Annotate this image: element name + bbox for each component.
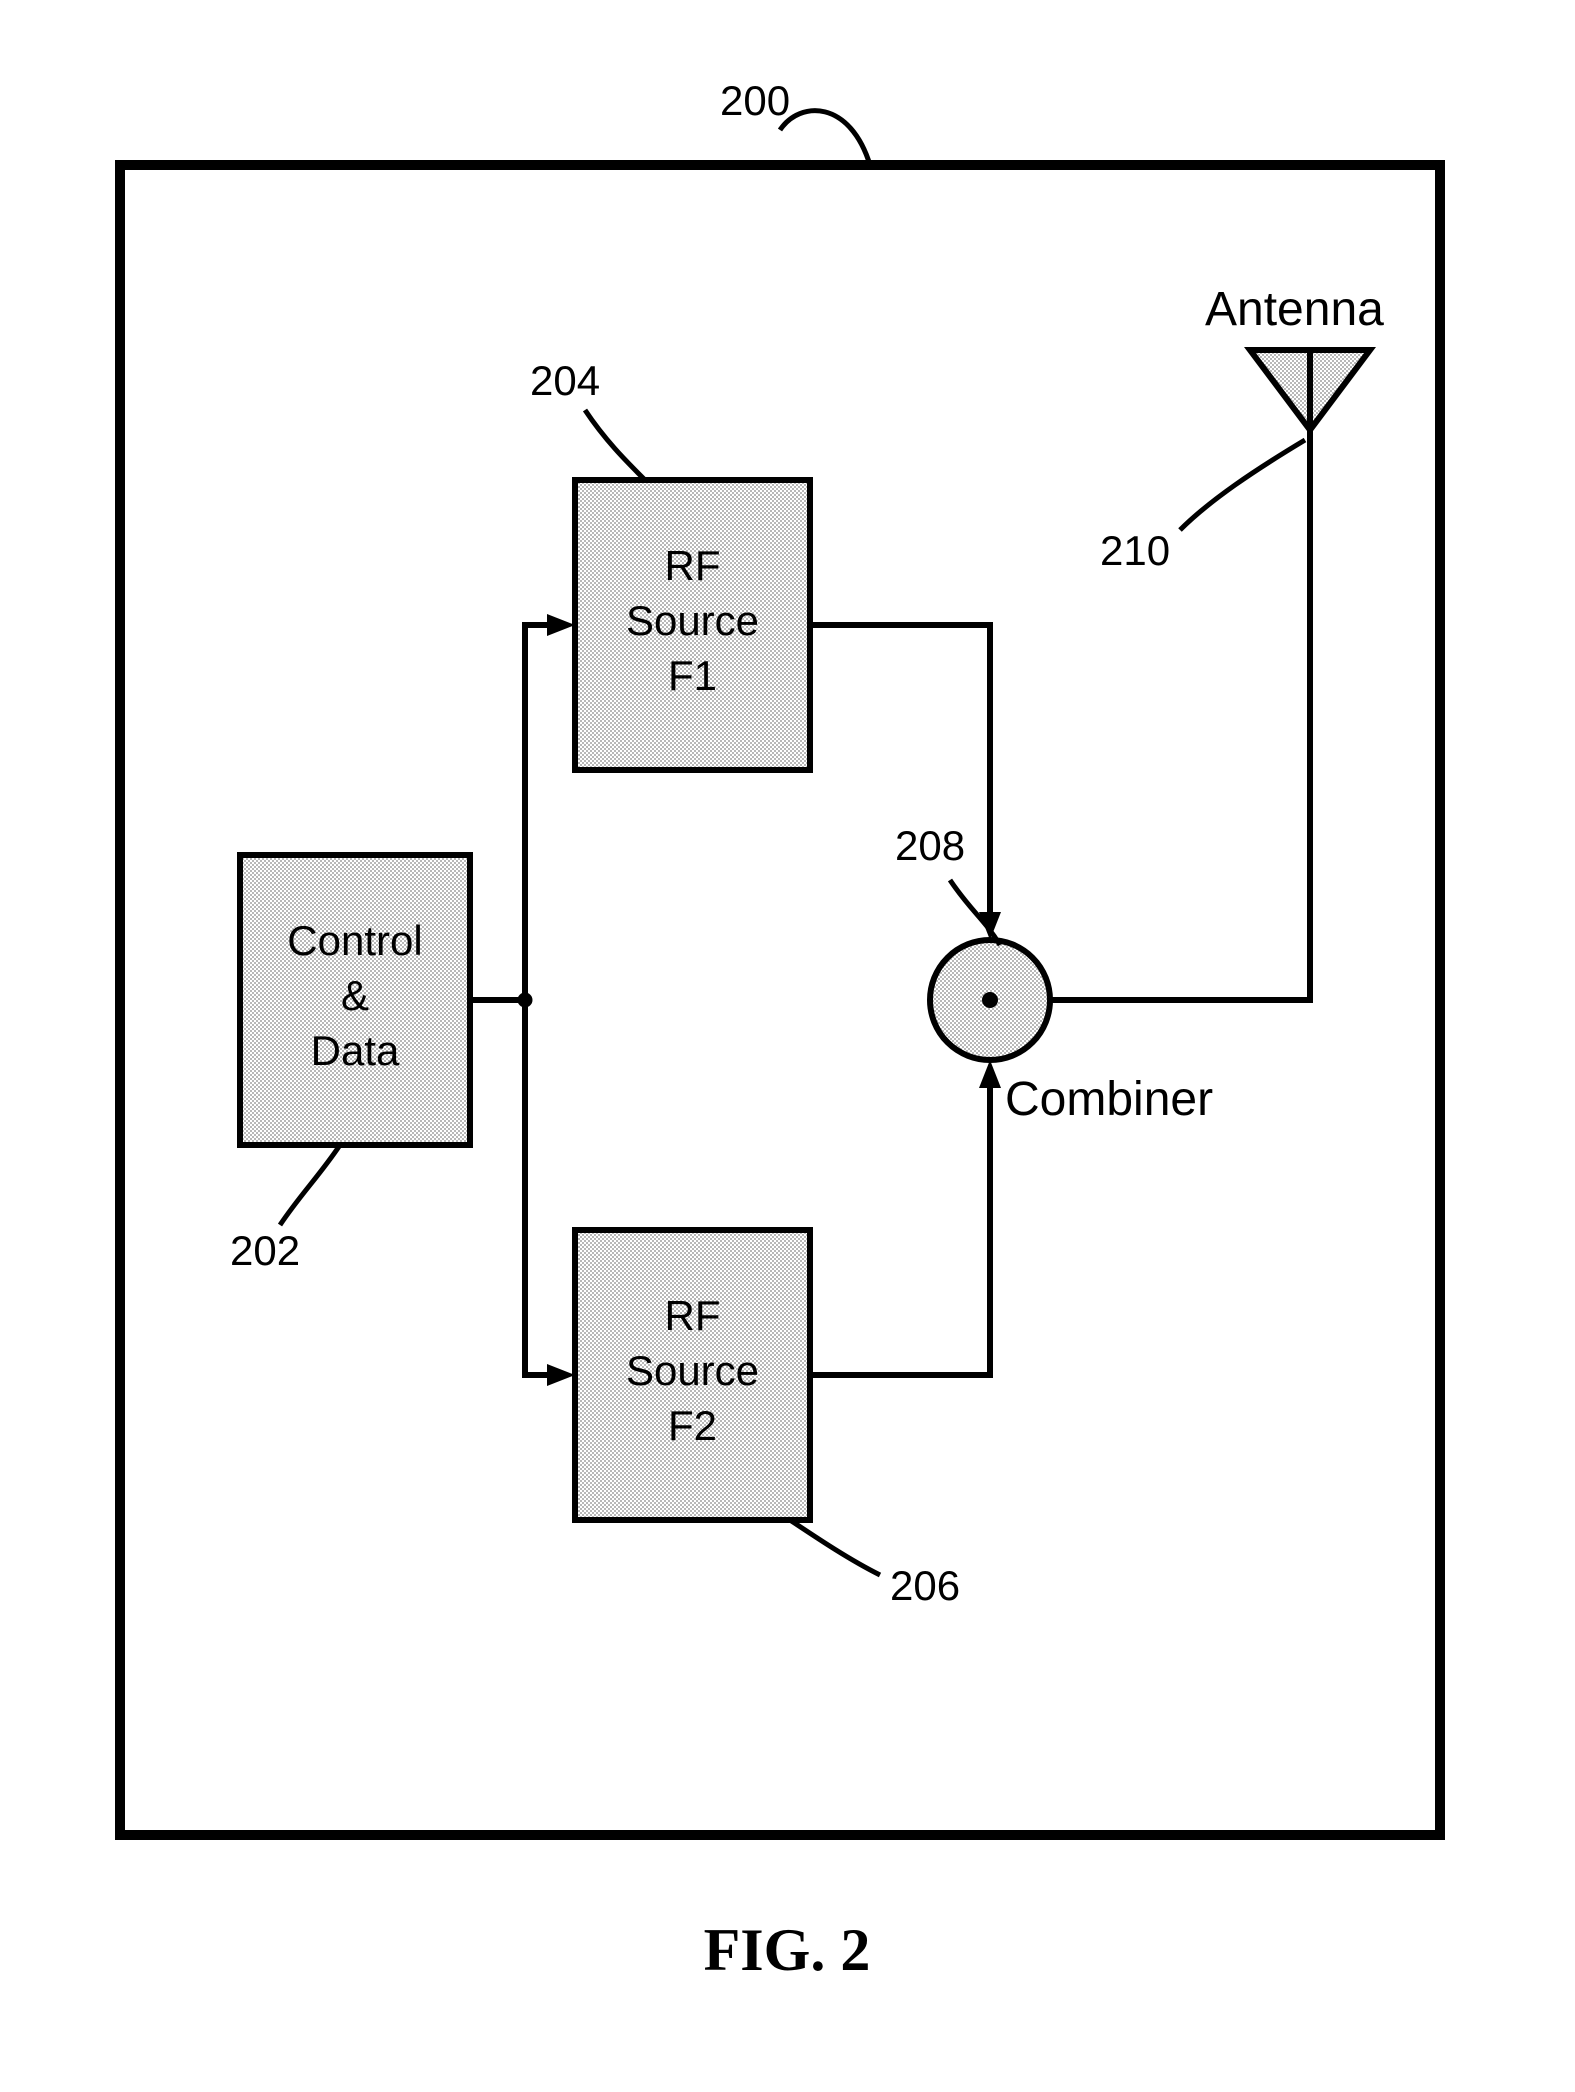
rf1-label-line3: F1 <box>668 652 717 699</box>
rf2-label-line3: F2 <box>668 1402 717 1449</box>
callout-206 <box>790 1520 880 1575</box>
rf1-label-line2: Source <box>626 597 759 644</box>
rf-source-f2-block: RF Source F2 <box>575 1230 810 1520</box>
antenna-label: Antenna <box>1205 283 1384 336</box>
ref-208: 208 <box>895 822 965 869</box>
ref-204: 204 <box>530 357 600 404</box>
ref-202: 202 <box>230 1227 300 1274</box>
control-label-line1: Control <box>287 917 422 964</box>
control-data-block: Control & Data <box>240 855 470 1145</box>
ref-210: 210 <box>1100 527 1170 574</box>
antenna-icon <box>1250 350 1370 430</box>
rf2-label-line1: RF <box>665 1292 721 1339</box>
combiner-label: Combiner <box>1005 1073 1213 1126</box>
rf2-label-line2: Source <box>626 1347 759 1394</box>
ref-206: 206 <box>890 1562 960 1609</box>
callout-202 <box>280 1145 340 1225</box>
callout-210 <box>1180 440 1305 530</box>
combiner-node <box>930 940 1050 1060</box>
rf-source-f1-block: RF Source F1 <box>575 480 810 770</box>
page: 200 Control & Data 202 RF Source F1 204 … <box>0 0 1575 2092</box>
control-label-line2: & <box>341 972 369 1019</box>
diagram-svg: 200 Control & Data 202 RF Source F1 204 … <box>0 0 1575 2092</box>
control-label-line3: Data <box>311 1027 400 1074</box>
figure-caption: FIG. 2 <box>704 1917 871 1983</box>
rf1-label-line1: RF <box>665 542 721 589</box>
ref-200: 200 <box>720 77 790 124</box>
callout-200 <box>780 111 870 165</box>
callout-204 <box>585 410 645 480</box>
